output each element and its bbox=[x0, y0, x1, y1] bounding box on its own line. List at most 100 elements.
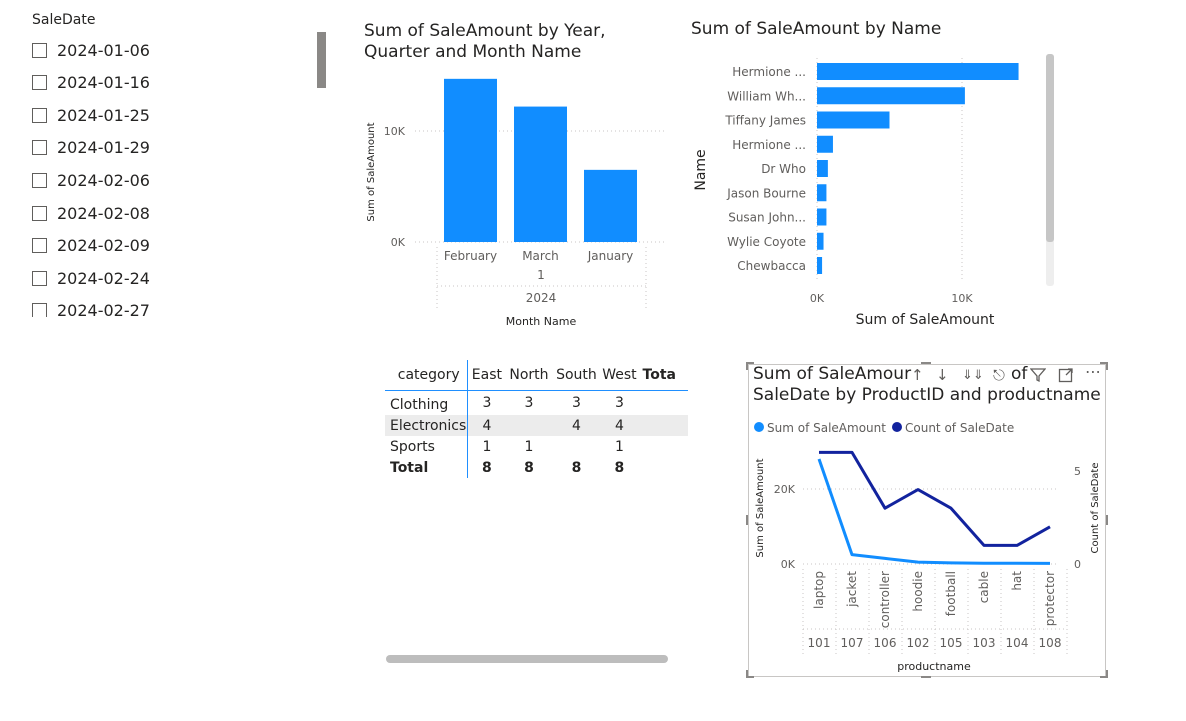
matrix-corner-header[interactable]: category bbox=[385, 360, 469, 391]
slicer-item[interactable]: 2024-02-09 bbox=[32, 235, 150, 257]
slicer-checkbox[interactable] bbox=[32, 107, 47, 123]
slicer-checkbox[interactable] bbox=[32, 303, 47, 317]
slicer-list: 2024-01-06 2024-01-16 2024-01-25 2024-01-29… bbox=[0, 40, 320, 317]
resize-handle[interactable] bbox=[1100, 362, 1108, 364]
resize-handle[interactable] bbox=[1106, 362, 1108, 370]
slicer-item-label: 2024-01-29 bbox=[57, 138, 150, 158]
slicer-item-label: 2024-01-25 bbox=[57, 105, 150, 125]
bar bbox=[817, 160, 828, 177]
slicer-checkbox[interactable] bbox=[32, 140, 47, 156]
expand-all-icon[interactable]: ⇓⇓ bbox=[962, 368, 984, 383]
resize-handle[interactable] bbox=[1100, 676, 1108, 678]
slicer-checkbox[interactable] bbox=[32, 270, 47, 286]
resize-handle[interactable] bbox=[746, 670, 748, 678]
bar bbox=[817, 135, 833, 153]
resize-handle[interactable] bbox=[746, 362, 754, 364]
combo-chart-title: Sum of SaleAmour of SaleDate by ProductI… bbox=[753, 364, 1103, 406]
resize-handle[interactable] bbox=[1106, 670, 1108, 678]
year-label: 2024 bbox=[526, 291, 557, 305]
matrix-horizontal-scrollbar[interactable] bbox=[386, 655, 668, 663]
sort-descending-icon[interactable]: ↓ bbox=[936, 366, 949, 384]
x-tick-label: protector bbox=[1043, 571, 1057, 626]
slicer-checkbox[interactable] bbox=[32, 205, 47, 221]
slicer-item[interactable]: 2024-01-29 bbox=[32, 137, 150, 159]
resize-handle[interactable] bbox=[1106, 515, 1108, 525]
y-right-axis-title: Count of SaleDate bbox=[1090, 462, 1101, 553]
slicer-item[interactable]: 2024-01-16 bbox=[32, 72, 150, 94]
more-options-icon[interactable]: ⋯ bbox=[1085, 362, 1101, 381]
chart-name-title: Sum of SaleAmount by Name bbox=[691, 19, 942, 39]
y-left-tick-label: 0K bbox=[781, 558, 796, 571]
series-line-sum-saleamount bbox=[817, 458, 1051, 565]
matrix-col-header[interactable]: West bbox=[600, 360, 639, 391]
x-tick-label: football bbox=[944, 571, 958, 616]
y-tick-label: 10K bbox=[384, 125, 406, 138]
x-tick-label: March bbox=[522, 249, 559, 263]
x-axis-title: Month Name bbox=[506, 315, 577, 328]
quarter-label: 1 bbox=[537, 268, 545, 282]
bar bbox=[817, 184, 827, 202]
matrix-col-header[interactable]: East bbox=[467, 360, 506, 391]
chart-scrollbar-thumb[interactable] bbox=[1046, 54, 1054, 242]
matrix-total-label: Total bbox=[385, 457, 469, 478]
slicer-checkbox[interactable] bbox=[32, 42, 47, 58]
combo-title-line1: Sum of SaleAmour bbox=[753, 364, 912, 384]
slicer-checkbox[interactable] bbox=[32, 238, 47, 254]
matrix-total-cell: 8 bbox=[614, 459, 625, 476]
matrix-total-cell: 8 bbox=[571, 459, 582, 476]
matrix-total-cell: 8 bbox=[482, 459, 492, 476]
bar bbox=[584, 169, 637, 242]
slicer-title: SaleDate bbox=[32, 12, 96, 28]
resize-handle[interactable] bbox=[921, 362, 931, 364]
matrix-row-label: Electronics bbox=[385, 415, 469, 436]
chart-year: 0K 10K Sum of SaleAmount February March Janua… bbox=[366, 78, 665, 328]
slicer-item[interactable]: 2024-02-24 bbox=[32, 267, 150, 289]
focus-mode-icon[interactable] bbox=[1058, 367, 1074, 383]
matrix-col-header-total[interactable]: Tota bbox=[638, 360, 688, 391]
y-right-tick-label: 5 bbox=[1074, 465, 1081, 478]
matrix-cell: 4 bbox=[467, 415, 506, 436]
filter-icon[interactable] bbox=[1030, 367, 1046, 383]
chart-name: Hermione ... William Wh... Tiffany James He… bbox=[693, 54, 1054, 328]
y-tick-label: William Wh... bbox=[727, 89, 806, 103]
bar bbox=[817, 208, 827, 226]
y-tick-label: Jason Bourne bbox=[726, 186, 806, 200]
drill-down-icon[interactable]: ⎋ bbox=[993, 366, 1005, 384]
slicer-item[interactable]: 2024-02-27 bbox=[32, 300, 150, 317]
legend-label: Count of SaleDate bbox=[905, 421, 1014, 435]
bar bbox=[514, 106, 567, 242]
x-tick-label: February bbox=[444, 249, 497, 263]
matrix-col-header[interactable]: South bbox=[552, 360, 601, 391]
x-id-label: 106 bbox=[874, 636, 897, 650]
combo-title-fragment: of bbox=[1011, 364, 1028, 384]
matrix-row-label: Sports bbox=[385, 436, 469, 457]
resize-handle[interactable] bbox=[746, 676, 754, 678]
slicer-item[interactable]: 2024-01-06 bbox=[32, 40, 150, 61]
slicer-item[interactable]: 2024-02-06 bbox=[32, 169, 150, 191]
slicer-item-label: 2024-02-24 bbox=[57, 268, 150, 288]
sort-ascending-icon[interactable]: ↑ bbox=[911, 366, 924, 384]
matrix-cell: 4 bbox=[600, 415, 639, 436]
slicer-checkbox[interactable] bbox=[32, 75, 47, 91]
resize-handle[interactable] bbox=[746, 362, 748, 370]
x-id-label: 107 bbox=[841, 636, 864, 650]
slicer-scrollbar[interactable] bbox=[317, 32, 326, 88]
matrix-cell: 1 bbox=[482, 438, 492, 455]
bar bbox=[817, 257, 823, 274]
matrix-cell bbox=[505, 415, 553, 436]
combo-title-line2: SaleDate by ProductID and productname bbox=[753, 385, 1101, 405]
legend-marker bbox=[754, 422, 764, 432]
x-id-label: 105 bbox=[940, 636, 963, 650]
x-axis-title: Sum of SaleAmount bbox=[856, 312, 995, 328]
category-region-matrix: category East North South West Tota Clot… bbox=[385, 360, 688, 480]
resize-handle[interactable] bbox=[921, 676, 931, 678]
slicer-item[interactable]: 2024-02-08 bbox=[32, 202, 150, 224]
slicer-item[interactable]: 2024-01-25 bbox=[32, 104, 150, 126]
slicer-item-label: 2024-02-08 bbox=[57, 203, 150, 223]
resize-handle[interactable] bbox=[746, 515, 748, 525]
slicer-checkbox[interactable] bbox=[32, 172, 47, 188]
slicer-item-label: 2024-01-06 bbox=[57, 40, 150, 60]
y-tick-label: Dr Who bbox=[761, 162, 806, 176]
x-tick-label: hat bbox=[1010, 571, 1024, 591]
matrix-col-header[interactable]: North bbox=[505, 360, 553, 391]
